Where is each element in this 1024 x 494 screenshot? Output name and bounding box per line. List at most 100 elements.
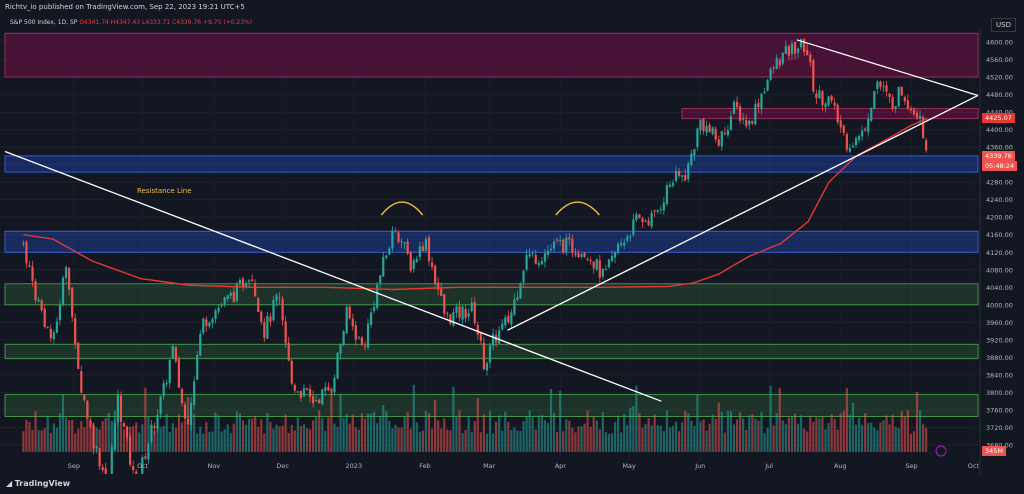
volume-bar [427, 413, 431, 452]
candle-body [196, 354, 199, 380]
candle-body [864, 128, 867, 131]
volume-bar [52, 423, 55, 452]
candle-body [49, 328, 52, 339]
volume-bar [31, 429, 34, 452]
candle-body [806, 50, 809, 56]
candle-body [345, 306, 348, 334]
volume-bar [793, 413, 797, 452]
candle-body [95, 446, 98, 448]
candle-body [58, 305, 62, 321]
candle-body [318, 399, 321, 404]
candle-body [327, 386, 330, 391]
open-value: O4341.74 [79, 19, 109, 26]
candle-body [787, 46, 791, 56]
volume-bar [467, 416, 470, 452]
candle-body [574, 253, 577, 255]
x-tick-label: Aug [834, 462, 847, 470]
volume-bar [577, 426, 580, 452]
candle-body [125, 426, 129, 438]
candle-body [531, 253, 534, 255]
close-value: C4339.76 [172, 19, 202, 26]
volume-bar [678, 431, 681, 452]
volume-bar [327, 417, 330, 452]
candle-body [708, 124, 711, 133]
candle-body [620, 243, 623, 245]
volume-bar [729, 410, 733, 452]
candle-body [900, 86, 903, 96]
volume-bar [61, 394, 65, 452]
volume-bar [107, 412, 110, 452]
volume-bar [705, 430, 708, 452]
candle-body [272, 300, 275, 321]
volume-bar [842, 410, 845, 452]
volume-bar [440, 428, 443, 452]
volume-bar [592, 416, 595, 452]
volume-bar [177, 414, 181, 452]
candle-body [909, 108, 913, 111]
y-tick-label: 4560.00 [986, 56, 1013, 64]
volume-bar [223, 429, 226, 452]
y-tick-label: 4400.00 [986, 126, 1013, 134]
candle-body [162, 383, 165, 397]
candle-body [678, 170, 681, 176]
candle-body [64, 267, 68, 279]
volume-bar [864, 413, 867, 452]
volume-bar [598, 429, 601, 452]
volume-bar [769, 385, 772, 452]
currency-button[interactable]: USD [991, 18, 1016, 32]
volume-bar [498, 415, 501, 452]
candle-body [781, 52, 784, 64]
candle-body [461, 306, 464, 320]
candle-body [702, 118, 705, 131]
candle-body [790, 43, 794, 55]
price-chart[interactable]: 3680.00 3720.00 3760.00 3800.00 3840.00 3880.… [0, 0, 1024, 474]
candle-body [549, 248, 553, 251]
candle-body [351, 318, 354, 327]
volume-bar [345, 414, 348, 452]
volume-bar [760, 412, 763, 452]
volume-bar [162, 425, 165, 452]
volume-bar [549, 388, 553, 452]
candle-body [498, 330, 501, 344]
candle-body [348, 306, 351, 319]
candle-body [406, 241, 409, 254]
tradingview-logo-icon: ◢ [6, 479, 13, 488]
candle-body [211, 319, 214, 324]
candle-body [315, 400, 318, 402]
x-tick-label: 2023 [346, 462, 363, 470]
volume-bar [68, 419, 71, 452]
candle-body [729, 116, 733, 130]
volume-bar [531, 417, 534, 452]
y-tick-label: 3960.00 [986, 319, 1013, 327]
volume-bar [568, 420, 571, 452]
volume-bar [604, 432, 608, 452]
volume-bar [897, 428, 900, 452]
volume-bar [552, 412, 556, 452]
volume-bar [397, 427, 400, 452]
candle-body [726, 130, 730, 136]
tradingview-logo[interactable]: ◢ TradingView [6, 479, 70, 488]
volume-bar [430, 428, 434, 452]
candle-body [205, 319, 208, 326]
volume-bar [312, 420, 315, 452]
volume-bar [193, 413, 196, 452]
candle-body [894, 106, 897, 109]
candle-body [168, 359, 171, 384]
volume-bar [257, 426, 260, 452]
candle-body [421, 245, 425, 251]
volume-bar [510, 429, 513, 452]
candle-body [287, 342, 290, 361]
volume-bar [147, 416, 150, 452]
volume-bar [565, 419, 568, 452]
volume-bar [800, 415, 803, 452]
volume-bar [485, 433, 489, 452]
volume-bar [671, 425, 675, 452]
volume-bar [696, 394, 699, 452]
candle-body [818, 90, 821, 99]
volume-bar [287, 432, 290, 452]
volume-bar [180, 422, 184, 452]
volume-bar [153, 430, 156, 452]
candle-body [397, 232, 400, 243]
volume-bar [522, 421, 525, 452]
volume-bar [888, 424, 891, 452]
